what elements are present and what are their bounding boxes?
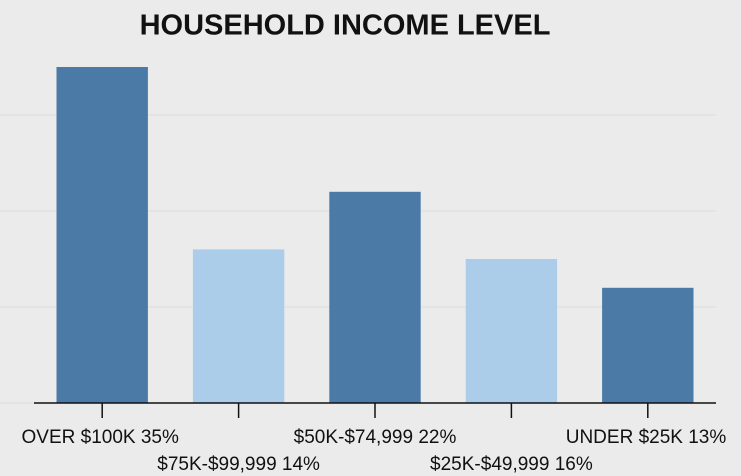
x-tick-label: UNDER $25K 13% [566, 427, 727, 448]
bar [465, 259, 558, 403]
x-tick-label: $50K-$74,999 22% [294, 427, 457, 448]
x-tick-label: $75K-$99,999 14% [157, 454, 320, 475]
bar [329, 191, 421, 403]
x-tick-label: OVER $100K 35% [22, 427, 179, 448]
bar [192, 249, 285, 403]
chart-title: HOUSEHOLD INCOME LEVEL [140, 10, 551, 42]
x-tick-label: $25K-$49,999 16% [430, 454, 593, 475]
bar [56, 67, 148, 403]
bar [602, 287, 694, 403]
